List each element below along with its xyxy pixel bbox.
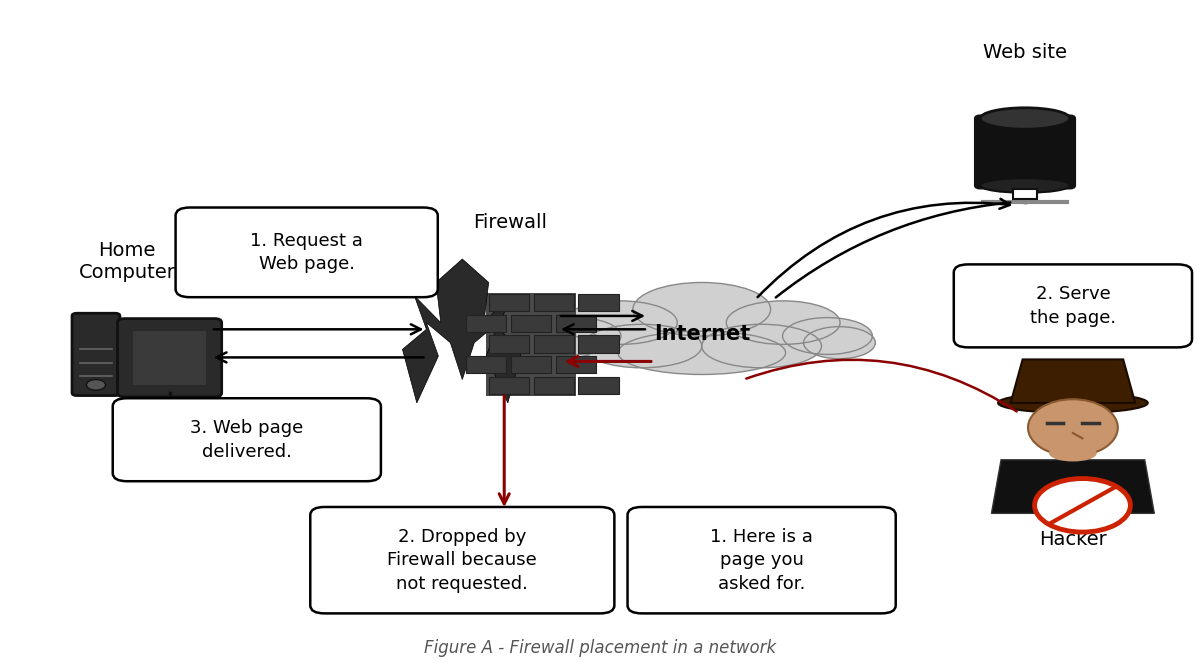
Polygon shape [1010, 360, 1135, 403]
Text: Firewall: Firewall [473, 213, 547, 233]
Ellipse shape [1028, 399, 1117, 456]
Text: 1. Request a
Web page.: 1. Request a Web page. [251, 232, 364, 273]
FancyBboxPatch shape [511, 356, 551, 374]
Ellipse shape [804, 327, 875, 359]
Ellipse shape [726, 301, 840, 344]
FancyBboxPatch shape [628, 507, 895, 614]
Ellipse shape [618, 331, 786, 374]
Ellipse shape [532, 318, 620, 354]
FancyBboxPatch shape [534, 335, 574, 353]
Polygon shape [991, 460, 1154, 513]
Text: Home
Computer: Home Computer [79, 241, 175, 282]
Ellipse shape [702, 325, 822, 368]
FancyBboxPatch shape [578, 294, 618, 311]
FancyBboxPatch shape [72, 313, 120, 396]
Ellipse shape [1049, 445, 1097, 462]
Text: 1. Here is a
page you
asked for.: 1. Here is a page you asked for. [710, 528, 814, 593]
Text: 3. Web page
delivered.: 3. Web page delivered. [190, 419, 304, 460]
FancyBboxPatch shape [534, 377, 574, 394]
FancyBboxPatch shape [556, 356, 596, 374]
FancyBboxPatch shape [486, 292, 576, 396]
Text: Figure A - Firewall placement in a network: Figure A - Firewall placement in a netwo… [424, 639, 776, 657]
FancyBboxPatch shape [118, 319, 222, 397]
Text: Web site: Web site [983, 42, 1067, 62]
Ellipse shape [998, 393, 1147, 413]
FancyBboxPatch shape [467, 356, 506, 374]
FancyBboxPatch shape [578, 377, 618, 394]
FancyBboxPatch shape [488, 335, 529, 353]
Polygon shape [402, 259, 522, 403]
FancyBboxPatch shape [488, 294, 529, 311]
FancyBboxPatch shape [511, 314, 551, 332]
Ellipse shape [782, 318, 872, 354]
Ellipse shape [980, 178, 1070, 193]
Text: Internet: Internet [654, 324, 750, 344]
FancyBboxPatch shape [1013, 189, 1037, 200]
FancyBboxPatch shape [954, 264, 1192, 347]
Ellipse shape [528, 327, 600, 359]
FancyBboxPatch shape [133, 331, 206, 385]
Text: 2. Dropped by
Firewall because
not requested.: 2. Dropped by Firewall because not reque… [388, 528, 538, 593]
Ellipse shape [582, 325, 702, 368]
Circle shape [1034, 478, 1130, 532]
FancyBboxPatch shape [578, 335, 618, 353]
Text: Hacker: Hacker [1039, 530, 1106, 549]
FancyBboxPatch shape [467, 314, 506, 332]
Ellipse shape [980, 108, 1070, 129]
FancyBboxPatch shape [113, 398, 380, 481]
FancyBboxPatch shape [556, 314, 596, 332]
Ellipse shape [632, 282, 770, 336]
FancyBboxPatch shape [976, 116, 1075, 188]
FancyBboxPatch shape [488, 377, 529, 394]
FancyBboxPatch shape [534, 294, 574, 311]
Ellipse shape [564, 301, 677, 344]
Circle shape [86, 380, 106, 390]
Text: 2. Serve
the page.: 2. Serve the page. [1030, 285, 1116, 327]
FancyBboxPatch shape [311, 507, 614, 614]
FancyBboxPatch shape [175, 208, 438, 297]
